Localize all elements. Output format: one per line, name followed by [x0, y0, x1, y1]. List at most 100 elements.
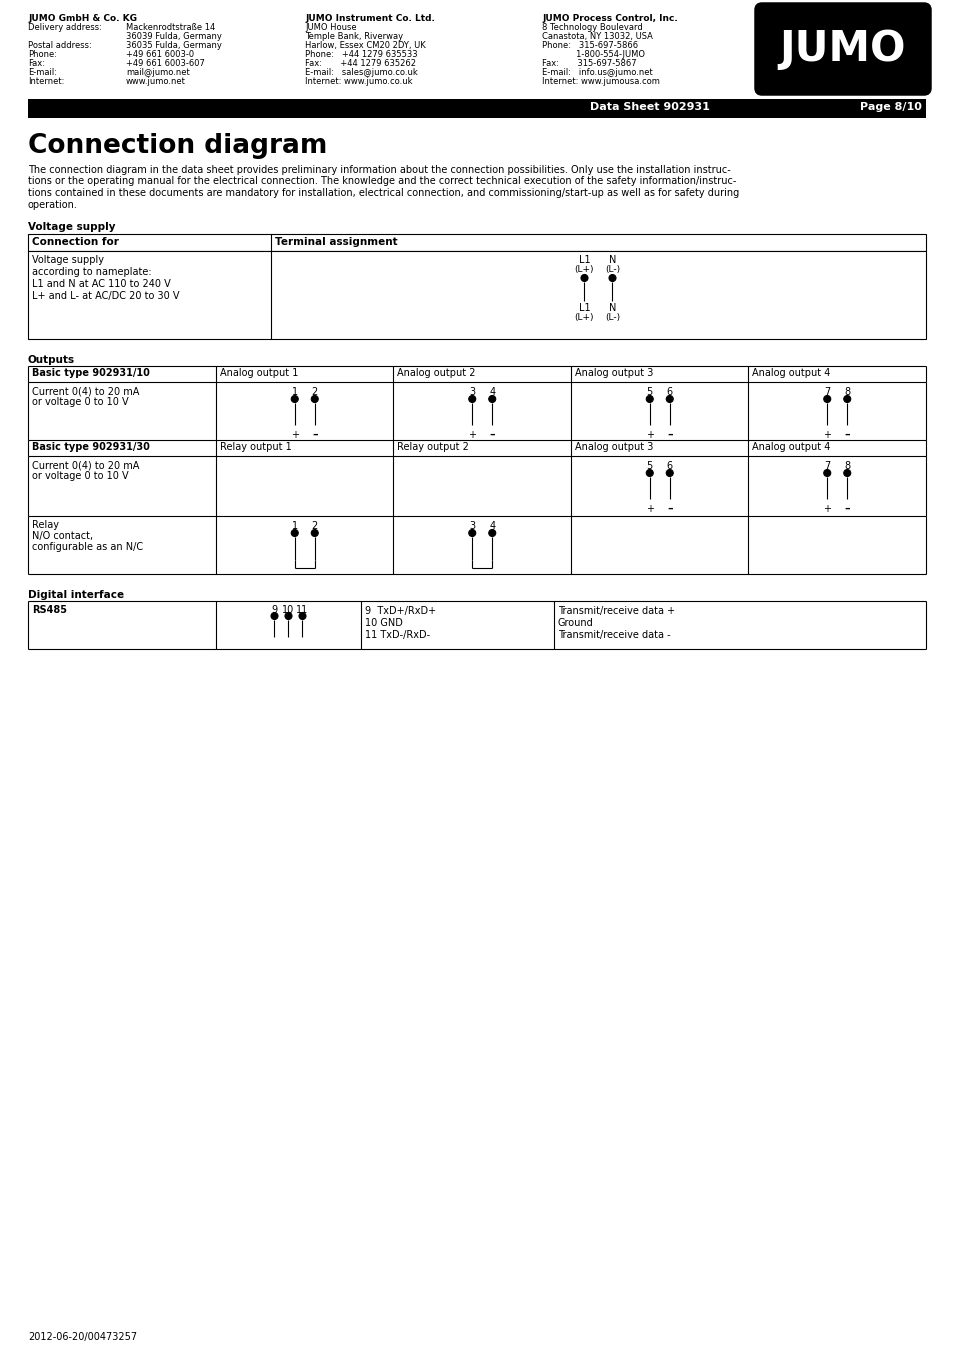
- Text: Canastota, NY 13032, USA: Canastota, NY 13032, USA: [541, 32, 652, 41]
- Text: 8: 8: [843, 386, 849, 397]
- Text: 2: 2: [312, 521, 317, 531]
- Text: 36035 Fulda, Germany: 36035 Fulda, Germany: [126, 41, 222, 50]
- Circle shape: [311, 396, 318, 403]
- Text: Voltage supply: Voltage supply: [32, 255, 104, 265]
- Text: N: N: [608, 303, 616, 313]
- Bar: [28, 234, 925, 251]
- Bar: [28, 251, 925, 339]
- Text: –: –: [843, 504, 849, 513]
- Text: (L+): (L+): [574, 265, 594, 274]
- Text: Phone:: Phone:: [28, 50, 57, 59]
- Text: L+ and L- at AC/DC 20 to 30 V: L+ and L- at AC/DC 20 to 30 V: [32, 290, 179, 301]
- Text: Voltage supply: Voltage supply: [28, 222, 115, 232]
- Circle shape: [291, 530, 298, 536]
- Text: Data Sheet 902931: Data Sheet 902931: [589, 101, 709, 112]
- Text: 8 Technology Boulevard: 8 Technology Boulevard: [541, 23, 642, 32]
- FancyBboxPatch shape: [755, 4, 929, 95]
- Text: Basic type 902931/30: Basic type 902931/30: [32, 442, 150, 453]
- Text: E-mail:: E-mail:: [28, 68, 57, 77]
- Text: Connection diagram: Connection diagram: [28, 132, 327, 159]
- Text: 8: 8: [843, 461, 849, 471]
- Text: 10 GND: 10 GND: [365, 617, 402, 628]
- Circle shape: [468, 396, 476, 403]
- Text: 6: 6: [666, 461, 672, 471]
- Text: 3: 3: [469, 521, 475, 531]
- Text: 9  TxD+/RxD+: 9 TxD+/RxD+: [365, 607, 436, 616]
- Text: Outputs: Outputs: [28, 355, 75, 365]
- Text: or voltage 0 to 10 V: or voltage 0 to 10 V: [32, 471, 129, 481]
- Text: 9: 9: [272, 605, 277, 615]
- Text: Phone:   +44 1279 635533: Phone: +44 1279 635533: [305, 50, 417, 59]
- Text: –: –: [666, 430, 672, 440]
- Text: Ground: Ground: [558, 617, 593, 628]
- Text: +: +: [645, 504, 653, 513]
- Text: Basic type 902931/10: Basic type 902931/10: [32, 367, 150, 378]
- Text: (L-): (L-): [604, 265, 619, 274]
- Text: –: –: [489, 430, 495, 440]
- Text: Delivery address:: Delivery address:: [28, 23, 102, 32]
- Text: Analog output 4: Analog output 4: [752, 367, 830, 378]
- Text: Internet: www.jumo.co.uk: Internet: www.jumo.co.uk: [305, 77, 412, 86]
- Text: Mackenrodtstraße 14: Mackenrodtstraße 14: [126, 23, 215, 32]
- Text: +: +: [645, 430, 653, 440]
- Circle shape: [665, 396, 673, 403]
- Text: 6: 6: [666, 386, 672, 397]
- Text: Transmit/receive data -: Transmit/receive data -: [558, 630, 670, 640]
- Text: Internet: www.jumousa.com: Internet: www.jumousa.com: [541, 77, 659, 86]
- Text: Analog output 3: Analog output 3: [575, 442, 653, 453]
- Circle shape: [311, 530, 318, 536]
- Text: JUMO Process Control, Inc.: JUMO Process Control, Inc.: [541, 14, 677, 23]
- Circle shape: [842, 470, 850, 477]
- Circle shape: [822, 470, 830, 477]
- Text: L1: L1: [578, 255, 590, 265]
- Circle shape: [291, 396, 298, 403]
- Text: –: –: [312, 430, 317, 440]
- Text: mail@jumo.net: mail@jumo.net: [126, 68, 190, 77]
- Text: +: +: [468, 430, 476, 440]
- Text: 5: 5: [646, 461, 652, 471]
- Text: Relay: Relay: [32, 520, 59, 530]
- Text: N: N: [608, 255, 616, 265]
- Text: configurable as an N/C: configurable as an N/C: [32, 542, 143, 553]
- Text: 11 TxD-/RxD-: 11 TxD-/RxD-: [365, 630, 430, 640]
- Text: Digital interface: Digital interface: [28, 590, 124, 600]
- Text: 5: 5: [646, 386, 652, 397]
- Text: N/O contact,: N/O contact,: [32, 531, 93, 540]
- Text: 7: 7: [823, 386, 829, 397]
- Text: +49 661 6003-607: +49 661 6003-607: [126, 59, 205, 68]
- Text: 36039 Fulda, Germany: 36039 Fulda, Germany: [126, 32, 222, 41]
- Text: tions or the operating manual for the electrical connection. The knowledge and t: tions or the operating manual for the el…: [28, 177, 736, 186]
- Text: 2: 2: [312, 386, 317, 397]
- Circle shape: [488, 396, 496, 403]
- Circle shape: [822, 396, 830, 403]
- Text: Fax:       315-697-5867: Fax: 315-697-5867: [541, 59, 636, 68]
- Circle shape: [298, 612, 306, 620]
- Text: 3: 3: [469, 386, 475, 397]
- Text: Page 8/10: Page 8/10: [859, 101, 921, 112]
- Text: or voltage 0 to 10 V: or voltage 0 to 10 V: [32, 397, 129, 407]
- Text: JUMO Instrument Co. Ltd.: JUMO Instrument Co. Ltd.: [305, 14, 435, 23]
- Text: 4: 4: [489, 521, 495, 531]
- Text: Fax:       +44 1279 635262: Fax: +44 1279 635262: [305, 59, 416, 68]
- Text: Harlow, Essex CM20 2DY, UK: Harlow, Essex CM20 2DY, UK: [305, 41, 425, 50]
- Circle shape: [842, 396, 850, 403]
- Text: L1: L1: [578, 303, 590, 313]
- Text: +: +: [291, 430, 298, 440]
- Text: Relay output 2: Relay output 2: [397, 442, 469, 453]
- Text: Connection for: Connection for: [32, 236, 119, 247]
- Circle shape: [488, 530, 496, 536]
- Text: Terminal assignment: Terminal assignment: [274, 236, 397, 247]
- Text: –: –: [843, 430, 849, 440]
- Text: 11: 11: [296, 605, 309, 615]
- Text: 1: 1: [292, 386, 297, 397]
- Circle shape: [271, 612, 277, 620]
- Text: Temple Bank, Riverway: Temple Bank, Riverway: [305, 32, 403, 41]
- Text: Current 0(4) to 20 mA: Current 0(4) to 20 mA: [32, 386, 139, 396]
- Text: E-mail:   info.us@jumo.net: E-mail: info.us@jumo.net: [541, 68, 652, 77]
- Circle shape: [645, 396, 653, 403]
- Circle shape: [580, 274, 587, 281]
- Text: tions contained in these documents are mandatory for installation, electrical co: tions contained in these documents are m…: [28, 188, 739, 199]
- Text: Current 0(4) to 20 mA: Current 0(4) to 20 mA: [32, 459, 139, 470]
- Text: L1 and N at AC 110 to 240 V: L1 and N at AC 110 to 240 V: [32, 280, 171, 289]
- Text: 1-800-554-JUMO: 1-800-554-JUMO: [541, 50, 644, 59]
